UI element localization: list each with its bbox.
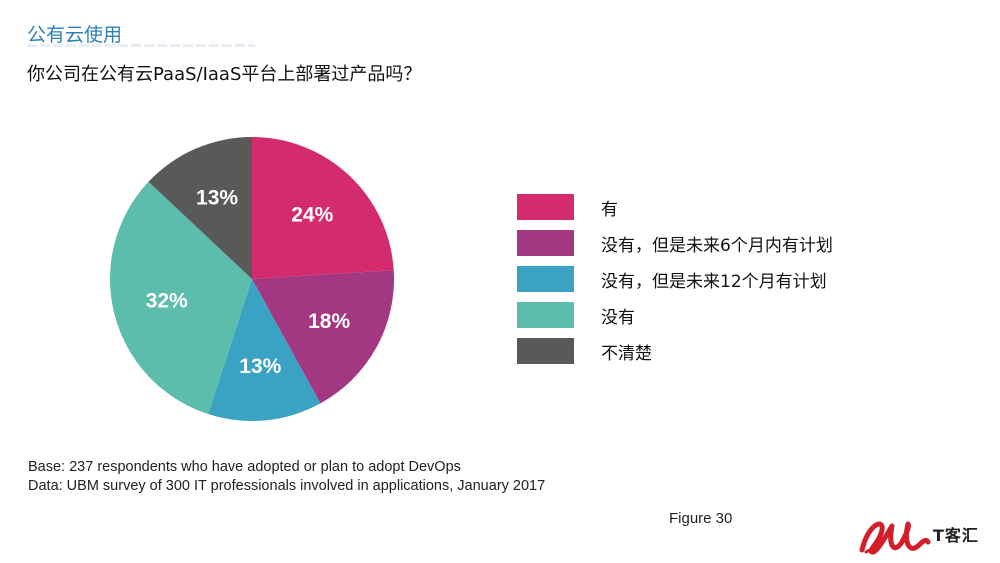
figure-label: Figure 30 xyxy=(669,510,733,527)
legend-item-no: 没有 xyxy=(517,302,833,328)
legend-swatch xyxy=(517,194,574,220)
legend-label: 没有 xyxy=(601,307,635,328)
legend-swatch xyxy=(517,338,574,364)
pie-slice-no xyxy=(109,181,252,415)
legend-swatch xyxy=(517,302,574,328)
survey-question: 你公司在公有云PaaS/IaaS平台上部署过产品吗？ xyxy=(27,64,422,85)
pie-slice-yes xyxy=(252,137,394,279)
pie-value-label: 13% xyxy=(196,187,238,210)
legend-label: 不清楚 xyxy=(601,343,652,364)
legend-item-yes: 有 xyxy=(517,194,833,220)
pie-value-label: 13% xyxy=(239,355,281,378)
section-title: 公有云使用 xyxy=(27,24,123,46)
pie-value-label: 24% xyxy=(291,203,333,226)
chart-notes: Base: 237 respondents who have adopted o… xyxy=(28,458,545,496)
legend-label: 有 xyxy=(601,199,618,220)
pie-slice-plan-12-months xyxy=(208,279,321,422)
base-note: Base: 237 respondents who have adopted o… xyxy=(28,459,461,475)
data-source-note: Data: UBM survey of 300 IT professionals… xyxy=(28,478,546,494)
pie-slice-plan-6-months xyxy=(252,270,394,404)
legend-swatch xyxy=(517,266,574,292)
brand-logo-icon xyxy=(859,521,931,555)
chart-legend: 有 没有，但是未来6个月内有计划 没有，但是未来12个月有计划 没有 不清楚 xyxy=(517,194,833,374)
legend-swatch xyxy=(517,230,574,256)
legend-item-unsure: 不清楚 xyxy=(517,338,833,364)
pie-slice-unsure xyxy=(148,137,252,279)
title-underline xyxy=(27,44,255,47)
pie-labels: 24% 18% 13% 32% 13% xyxy=(146,187,351,378)
logo-text: T客汇 xyxy=(933,526,979,545)
pie-slices xyxy=(109,137,394,422)
pie-value-label: 18% xyxy=(308,310,350,333)
legend-label: 没有，但是未来12个月有计划 xyxy=(601,271,827,292)
pie-value-label: 32% xyxy=(146,289,188,312)
legend-item-plan-12-months: 没有，但是未来12个月有计划 xyxy=(517,266,833,292)
legend-label: 没有，但是未来6个月内有计划 xyxy=(601,235,833,256)
legend-item-plan-6-months: 没有，但是未来6个月内有计划 xyxy=(517,230,833,256)
